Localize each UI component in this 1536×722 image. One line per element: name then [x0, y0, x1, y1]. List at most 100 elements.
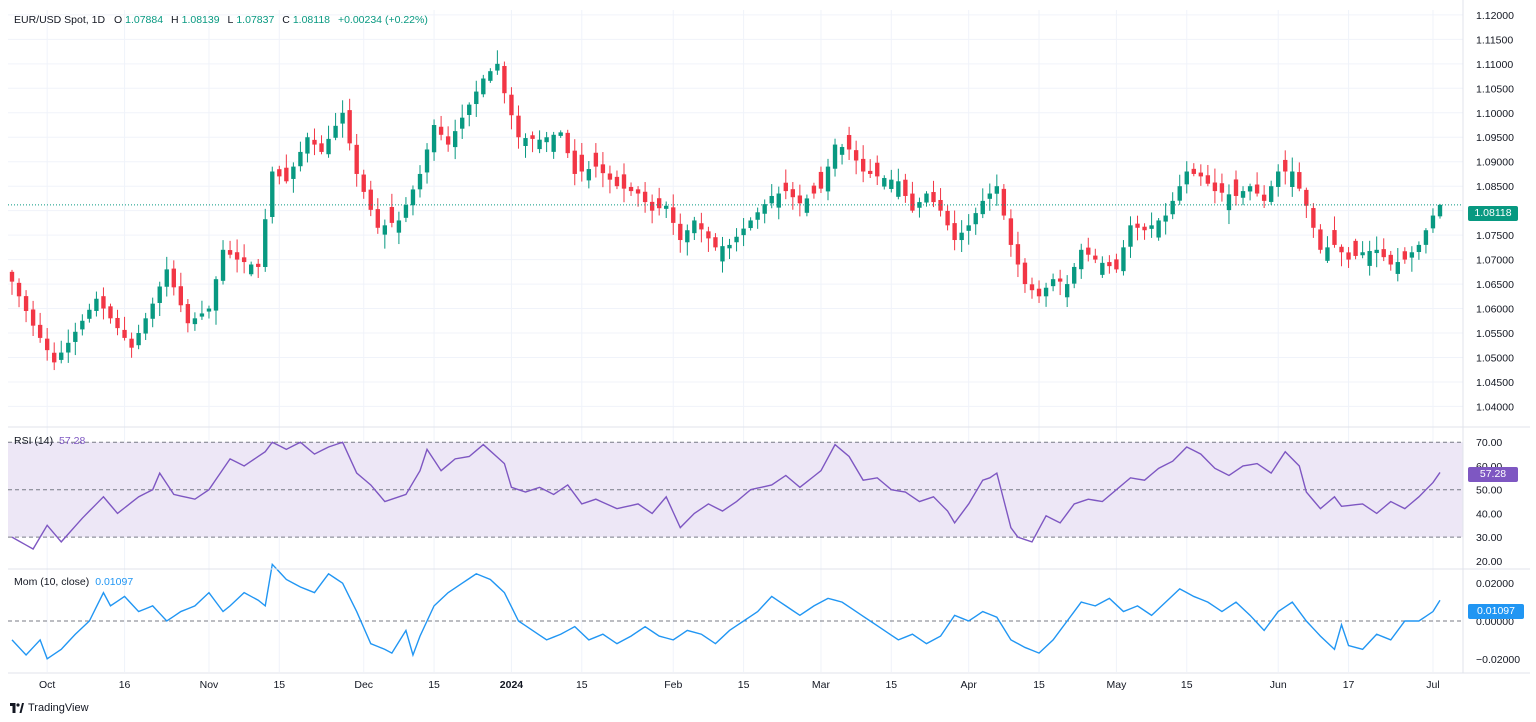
candle-body: [1261, 194, 1267, 201]
candle-body: [586, 169, 592, 181]
candle-body: [220, 249, 226, 281]
candle-body: [129, 338, 134, 348]
candle-body: [30, 309, 36, 326]
price-tick-label: 1.06000: [1476, 304, 1514, 316]
open-label: O: [113, 14, 123, 26]
candle-body: [403, 204, 409, 218]
candle-body: [1367, 251, 1372, 266]
price-tick-label: 1.09500: [1476, 132, 1514, 144]
candle-body: [23, 296, 29, 311]
time-tick-label: 15: [1033, 679, 1045, 691]
candle-body: [9, 271, 15, 282]
tradingview-brand[interactable]: TradingView: [10, 702, 89, 714]
candle-body: [1254, 184, 1260, 194]
candle-body: [1001, 188, 1007, 216]
candle-body: [1339, 246, 1344, 253]
candle-body: [347, 110, 352, 144]
candle-body: [1409, 252, 1415, 258]
candle-body: [44, 338, 50, 351]
candle-body: [305, 137, 310, 154]
time-tick-label: Oct: [39, 679, 55, 691]
candle-body: [649, 201, 655, 211]
candle-body: [1290, 171, 1295, 187]
candle-body: [825, 166, 831, 192]
candle-body: [199, 313, 205, 317]
candle-body: [502, 65, 507, 94]
candle-body: [101, 296, 106, 309]
candle-body: [1128, 225, 1133, 247]
candle-body: [860, 158, 866, 172]
candle-body: [1304, 189, 1309, 206]
candle-body: [256, 263, 261, 267]
rsi-tick-label: 20.00: [1476, 556, 1502, 568]
rsi-label[interactable]: RSI (14): [14, 435, 54, 447]
mom-tick-label: −0.02000: [1476, 654, 1520, 666]
grid-layer: [8, 10, 1463, 672]
candle-body: [790, 189, 796, 198]
candle-body: [1086, 247, 1091, 255]
close-value: 1.08118: [292, 14, 331, 26]
candle-body: [178, 286, 184, 306]
candle-body: [1346, 252, 1351, 260]
candle-body: [551, 134, 556, 152]
candle-body: [1205, 175, 1211, 184]
candle-body: [52, 352, 57, 363]
candle-body: [326, 138, 331, 155]
candle-body: [270, 171, 275, 217]
candle-body: [1423, 230, 1429, 245]
candle-body: [1416, 244, 1422, 253]
candle-body: [452, 131, 458, 148]
candle-body: [375, 209, 380, 228]
candle-body: [213, 279, 219, 311]
candle-body: [185, 304, 191, 324]
candle-body: [417, 173, 423, 190]
candle-body: [959, 232, 964, 241]
rsi-tick-label: 50.00: [1476, 485, 1502, 497]
candle-body: [593, 152, 599, 167]
candle-body: [171, 268, 176, 288]
candle-body: [776, 193, 781, 208]
candle-body: [263, 219, 268, 268]
candle-body: [1135, 223, 1140, 228]
candle-body: [354, 144, 359, 174]
candle-body: [1402, 251, 1408, 260]
mom-value-badge: 0.01097: [1468, 604, 1524, 619]
momentum-line: [11, 562, 1441, 660]
candle-body: [530, 135, 535, 139]
candle-body: [664, 205, 669, 209]
price-tick-label: 1.10000: [1476, 108, 1514, 120]
candle-body: [523, 138, 528, 147]
symbol-title[interactable]: EUR/USD Spot, 1D: [14, 14, 106, 26]
candle-body: [1079, 249, 1084, 270]
candle-body: [635, 189, 641, 194]
candle-body: [509, 94, 514, 116]
candle-body: [1325, 247, 1330, 261]
candle-body: [291, 166, 296, 179]
price-tick-label: 1.04000: [1476, 401, 1514, 413]
candle-body: [783, 182, 788, 192]
rsi-line: [11, 441, 1441, 550]
mom-label[interactable]: Mom (10, close): [14, 576, 90, 588]
candle-body: [1043, 287, 1049, 297]
candle-body: [642, 191, 648, 203]
candle-body: [1198, 172, 1204, 177]
candle-body: [1318, 229, 1323, 250]
candle-body: [1142, 226, 1147, 231]
rsi-pane: [8, 441, 1463, 550]
mom-value: 0.01097: [95, 576, 134, 588]
candle-body: [495, 63, 500, 71]
candle-body: [1395, 262, 1400, 274]
candle-body: [192, 318, 198, 325]
candle-body: [481, 78, 486, 95]
candle-body: [600, 164, 606, 174]
high-label: H: [171, 14, 179, 26]
candle-body: [628, 186, 634, 192]
candle-body: [685, 230, 690, 243]
candle-body: [1219, 183, 1225, 193]
candle-body: [122, 329, 127, 338]
candle-body: [1121, 247, 1126, 272]
candle-body: [467, 104, 472, 115]
candle-body: [234, 252, 240, 260]
price-tick-label: 1.10500: [1476, 83, 1514, 95]
